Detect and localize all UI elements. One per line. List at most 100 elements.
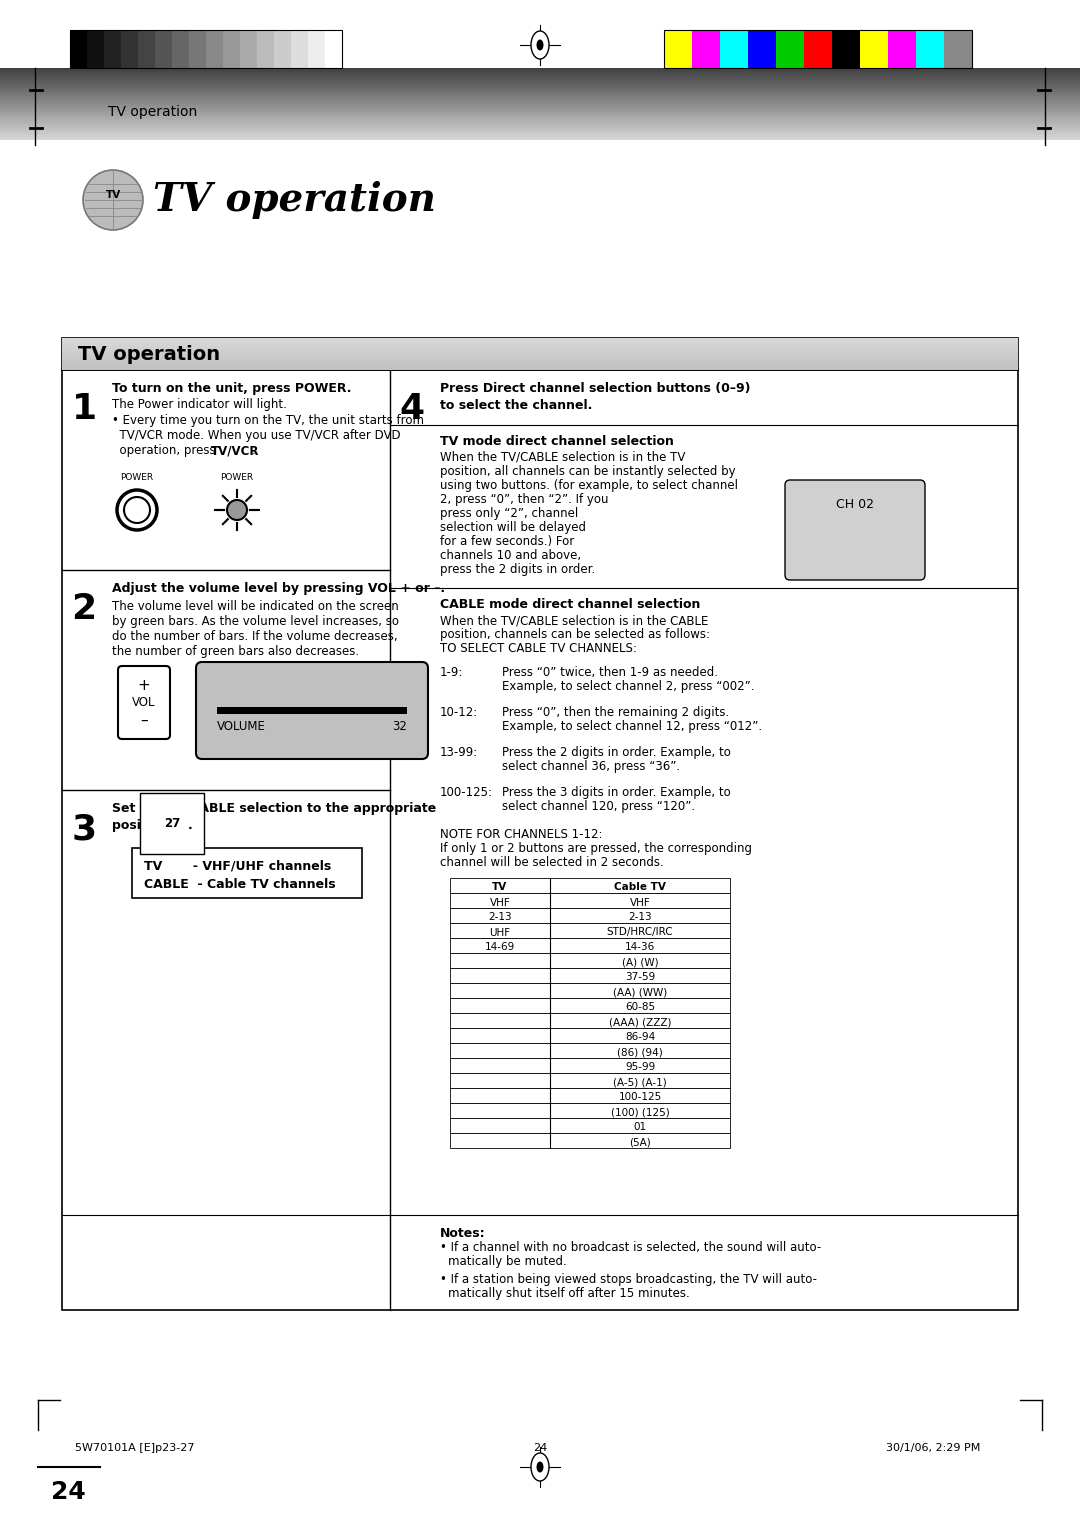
Circle shape [227, 500, 247, 520]
Bar [0, 89, 1080, 92]
Ellipse shape [537, 40, 543, 50]
Bar [450, 969, 730, 983]
Bar [172, 31, 189, 69]
Bar [206, 31, 222, 69]
Text: Press “0” twice, then 1-9 as needed.: Press “0” twice, then 1-9 as needed. [502, 666, 718, 678]
Bar [0, 125, 1080, 127]
Bar [62, 344, 1018, 345]
Text: 10-12:: 10-12: [440, 706, 478, 720]
Text: Press Direct channel selection buttons (0–9): Press Direct channel selection buttons (… [440, 382, 751, 396]
Text: selection will be delayed: selection will be delayed [440, 521, 586, 533]
Text: 5W70101A [E]p23-27: 5W70101A [E]p23-27 [75, 1442, 194, 1453]
Bar [0, 107, 1080, 108]
Text: press only “2”, channel: press only “2”, channel [440, 507, 578, 520]
Bar [62, 338, 1018, 339]
Text: position, all channels can be instantly selected by: position, all channels can be instantly … [440, 465, 735, 478]
Text: When the TV/CABLE selection is in the CABLE: When the TV/CABLE selection is in the CA… [440, 614, 708, 626]
Text: operation, press: operation, press [112, 445, 219, 457]
Circle shape [83, 170, 143, 231]
Text: channels 10 and above,: channels 10 and above, [440, 549, 581, 562]
Bar [87, 31, 104, 69]
Text: The Power indicator will light.: The Power indicator will light. [112, 397, 287, 411]
Bar [0, 70, 1080, 72]
Bar [62, 356, 1018, 359]
Bar [450, 908, 730, 923]
Bar [0, 76, 1080, 78]
Bar [0, 86, 1080, 89]
Bar [450, 923, 730, 938]
Bar [0, 112, 1080, 115]
Text: TV operation: TV operation [108, 105, 198, 119]
Bar [62, 358, 1018, 361]
Bar [888, 31, 916, 69]
Bar [860, 31, 888, 69]
Bar [0, 130, 1080, 131]
Text: TV: TV [492, 883, 508, 892]
Text: the number of green bars also decreases.: the number of green bars also decreases. [112, 645, 360, 659]
Text: position: position [112, 819, 173, 833]
Text: Adjust the volume level by pressing VOL + or –.: Adjust the volume level by pressing VOL … [112, 582, 445, 594]
Text: (86) (94): (86) (94) [617, 1048, 663, 1057]
Text: matically be muted.: matically be muted. [448, 1254, 567, 1268]
Bar [62, 339, 1018, 341]
Text: UHF: UHF [489, 927, 511, 938]
Bar [0, 122, 1080, 124]
Bar [0, 67, 1080, 69]
Bar [0, 133, 1080, 134]
Text: using two buttons. (for example, to select channel: using two buttons. (for example, to sele… [440, 478, 738, 492]
Text: POWER: POWER [220, 474, 254, 481]
Bar [62, 341, 1018, 342]
Text: • Every time you turn on the TV, the unit starts from: • Every time you turn on the TV, the uni… [112, 414, 424, 426]
Text: TO SELECT CABLE TV CHANNELS:: TO SELECT CABLE TV CHANNELS: [440, 642, 637, 656]
Bar [450, 1118, 730, 1132]
Bar [0, 95, 1080, 96]
Text: by green bars. As the volume level increases, so: by green bars. As the volume level incre… [112, 614, 399, 628]
Text: select channel 36, press “36”.: select channel 36, press “36”. [502, 759, 680, 773]
Bar [62, 342, 1018, 344]
Text: 37-59: 37-59 [625, 972, 656, 983]
Bar [0, 98, 1080, 99]
Text: TV/VCR: TV/VCR [211, 445, 259, 457]
Text: STD/HRC/IRC: STD/HRC/IRC [607, 927, 673, 938]
Text: POWER: POWER [121, 474, 153, 481]
Bar [450, 1044, 730, 1057]
Text: 27: 27 [164, 817, 180, 830]
Bar [0, 119, 1080, 121]
Bar [450, 1028, 730, 1044]
Bar [0, 104, 1080, 105]
Text: (A) (W): (A) (W) [622, 958, 659, 967]
Bar [0, 134, 1080, 136]
Bar [450, 983, 730, 998]
Text: (AAA) (ZZZ): (AAA) (ZZZ) [609, 1018, 672, 1027]
Bar [0, 84, 1080, 87]
Bar [291, 31, 308, 69]
Bar [62, 353, 1018, 356]
Text: –: – [140, 712, 148, 727]
Text: 60-85: 60-85 [625, 1002, 656, 1013]
Bar [62, 350, 1018, 353]
Bar [0, 72, 1080, 73]
Bar [62, 365, 1018, 367]
Bar [240, 31, 257, 69]
Text: 2-13: 2-13 [629, 912, 652, 923]
Bar [0, 69, 1080, 70]
Text: Press the 2 digits in order. Example, to: Press the 2 digits in order. Example, to [502, 746, 731, 759]
Bar [62, 351, 1018, 354]
Bar [0, 102, 1080, 104]
Bar [70, 31, 87, 69]
FancyBboxPatch shape [785, 480, 924, 581]
Text: • If a channel with no broadcast is selected, the sound will auto-: • If a channel with no broadcast is sele… [440, 1241, 821, 1254]
Bar [692, 31, 720, 69]
Text: 30/1/06, 2:29 PM: 30/1/06, 2:29 PM [886, 1442, 980, 1453]
Bar [720, 31, 748, 69]
Text: TV operation: TV operation [78, 345, 220, 365]
Text: channel will be selected in 2 seconds.: channel will be selected in 2 seconds. [440, 856, 664, 869]
Text: VOLUME: VOLUME [217, 720, 266, 732]
Text: (100) (125): (100) (125) [610, 1108, 670, 1117]
Text: Press the 3 digits in order. Example, to: Press the 3 digits in order. Example, to [502, 785, 731, 799]
Bar [0, 84, 1080, 86]
Bar [0, 118, 1080, 119]
Bar [0, 131, 1080, 133]
Text: TV       - VHF/UHF channels: TV - VHF/UHF channels [144, 859, 332, 872]
Text: 24: 24 [532, 1442, 548, 1453]
